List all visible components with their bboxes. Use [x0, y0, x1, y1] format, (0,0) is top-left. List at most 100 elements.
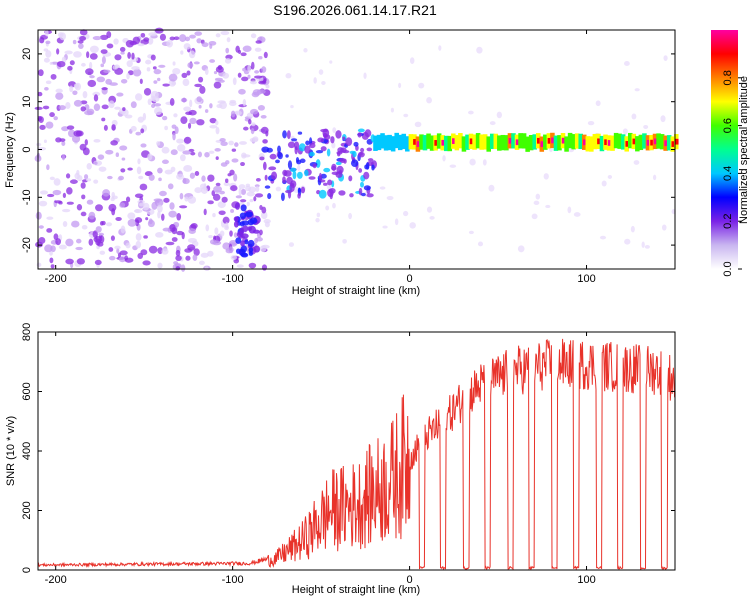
spectrogram-cluster-blob	[327, 188, 334, 198]
spectrogram-cluster-blob	[331, 163, 337, 171]
spectrogram-tone-core	[508, 137, 513, 144]
spectrogram-burst-blob	[239, 221, 245, 227]
spectrogram-tone-cell	[454, 135, 460, 151]
spectrogram-noise-blob	[150, 90, 159, 99]
spectrogram-noise-blob	[148, 245, 158, 254]
spectrogram-noise-blob	[77, 40, 84, 44]
spectrogram-burst-blob	[248, 225, 256, 234]
spectrogram-noise-blob	[190, 223, 198, 229]
spectrogram-noise-blob	[94, 161, 98, 165]
spectrogram-noise-blob	[221, 196, 228, 203]
spectrogram-noise-blob	[215, 156, 219, 161]
spectrogram-noise-blob	[115, 216, 122, 221]
spectrogram-noise-blob	[86, 51, 90, 59]
spectrogram-noise-blob	[168, 73, 178, 82]
spectrogram-faint-blob	[469, 158, 476, 166]
spectrogram-noise-blob	[81, 62, 86, 67]
spectrogram-noise-blob	[187, 122, 192, 129]
spectrogram-cluster-blob	[292, 170, 297, 180]
spectrogram-cluster-blob	[286, 176, 293, 185]
spectrogram-cluster-blob	[296, 171, 303, 179]
spectrogram-noise-blob	[69, 179, 78, 184]
spectrogram-noise-blob	[127, 212, 136, 220]
spectrogram-noise-blob	[222, 242, 231, 250]
spectrogram-noise-blob	[154, 107, 163, 116]
spectrogram-faint-blob	[348, 212, 353, 220]
spectrogram-noise-blob	[251, 61, 255, 70]
spectrogram-noise-blob	[112, 65, 119, 70]
y-tick-label: 200	[21, 501, 33, 519]
spectrogram-cluster-blob	[360, 147, 365, 153]
spectrogram-cluster-blob	[262, 139, 268, 144]
colorbar-tick-label: 0.6	[722, 118, 734, 133]
spectrogram-cluster-blob	[298, 143, 306, 152]
spectrogram-noise-blob	[260, 126, 269, 134]
spectrogram-noise-blob	[64, 50, 73, 55]
colorbar-ticks: 0.0 0.2 0.4 0.6 0.8	[722, 70, 742, 277]
spectrogram-faint-blob	[288, 242, 295, 247]
spectrogram-noise-blob	[36, 142, 42, 147]
y-tick-label: 400	[21, 442, 33, 460]
spectrogram-noise-blob	[116, 247, 120, 254]
spectrogram-noise-blob	[170, 149, 178, 156]
spectrogram-noise-blob	[38, 200, 48, 207]
spectrogram-noise-blob	[217, 201, 226, 209]
spectrogram-tone-core	[650, 139, 654, 146]
spectrogram-noise-blob	[243, 126, 249, 131]
spectrogram-noise-blob	[119, 202, 126, 208]
spectrogram-noise-blob	[79, 29, 88, 36]
spectrogram-noise-blob	[49, 176, 55, 181]
spectrogram-noise-blob	[65, 258, 74, 265]
spectrogram-noise-blob	[49, 250, 53, 256]
spectrogram-noise-blob	[176, 138, 184, 144]
spectrogram-noise-blob	[153, 80, 158, 84]
spectrogram-noise-blob	[38, 69, 44, 77]
spectrogram-tone-cell	[585, 136, 591, 152]
spectrogram-faint-blob	[545, 204, 551, 209]
spectrogram-noise-blob	[34, 106, 43, 111]
spectrogram-xlabel: Height of straight line (km)	[292, 285, 420, 297]
spectrogram-noise-blob	[118, 175, 124, 181]
spectrogram-faint-blob	[409, 57, 415, 65]
spectrogram-noise-blob	[100, 63, 105, 68]
spectrogram-noise-blob	[193, 61, 200, 65]
spectrogram-cluster-blob	[282, 130, 287, 139]
spectrogram-noise-blob	[39, 124, 46, 130]
spectrogram-noise-blob	[247, 64, 251, 73]
spectrogram-noise-blob	[134, 209, 140, 213]
spectrogram-noise-blob	[155, 232, 164, 238]
spectrogram-cluster-blob	[315, 159, 321, 168]
spectrogram-cluster-blob	[263, 161, 267, 171]
spectrogram-faint-blob	[275, 186, 282, 192]
spectrogram-noise-blob	[101, 117, 106, 122]
spectrogram-cluster-blob	[287, 141, 296, 149]
spectrogram-tone-core	[413, 139, 417, 145]
spectrogram-cluster-blob	[360, 192, 366, 197]
spectrogram-noise-blob	[225, 178, 229, 183]
colorbar-tick-label: 0.8	[722, 70, 734, 85]
spectrogram-noise-blob	[153, 103, 162, 107]
spectrogram-noise-blob	[89, 45, 99, 54]
spectrogram-tone-cell	[482, 134, 488, 150]
spectrogram-noise-blob	[199, 183, 207, 190]
spectrogram-tone-cell	[666, 135, 672, 151]
spectrogram-noise-blob	[89, 61, 93, 70]
snr-marks	[37, 338, 676, 571]
spectrogram-noise-blob	[80, 182, 86, 189]
spectrogram-noise-blob	[228, 246, 234, 254]
spectrogram-cluster-blob	[304, 145, 311, 154]
spectrogram-noise-blob	[43, 57, 50, 63]
spectrogram-noise-blob	[76, 238, 82, 244]
spectrogram-noise-blob	[72, 90, 78, 96]
spectrogram-noise-blob	[113, 38, 119, 45]
spectrogram-noise-blob	[134, 217, 143, 224]
spectrogram-noise-blob	[226, 37, 231, 43]
spectrogram-noise-blob	[247, 74, 251, 79]
spectrogram-noise-blob	[182, 78, 190, 87]
spectrogram-noise-blob	[215, 33, 221, 38]
spectrogram-noise-blob	[79, 143, 87, 151]
spectrogram-noise-blob	[235, 195, 242, 199]
x-tick-label: -200	[45, 273, 67, 285]
spectrogram-noise-blob	[216, 104, 223, 109]
spectrogram-noise-blob	[132, 68, 142, 77]
